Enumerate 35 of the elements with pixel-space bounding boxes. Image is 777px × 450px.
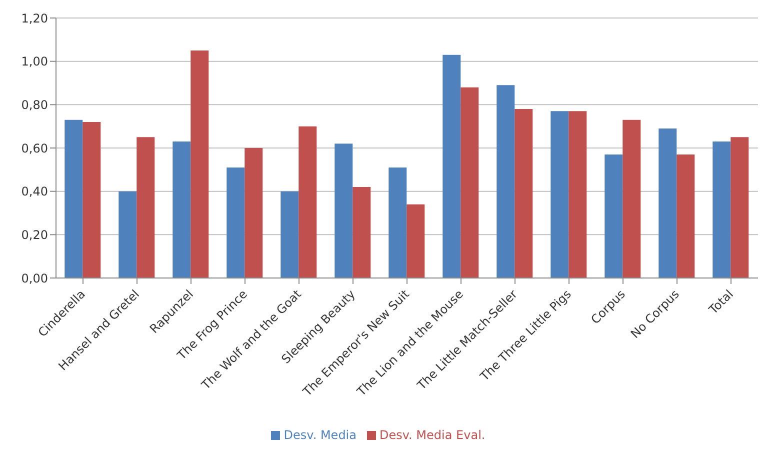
bar xyxy=(658,128,677,278)
bar xyxy=(280,191,299,278)
bar xyxy=(514,109,533,278)
y-tick-label: 0,00 xyxy=(21,271,48,286)
bar xyxy=(550,111,569,278)
y-tick-label: 0,80 xyxy=(21,98,48,112)
bar xyxy=(172,142,191,278)
bar xyxy=(190,50,209,278)
bar xyxy=(622,120,641,278)
bar xyxy=(730,137,749,278)
bar xyxy=(676,154,695,278)
bar xyxy=(64,120,83,278)
bar xyxy=(604,154,623,278)
legend-label: Desv. Media Eval. xyxy=(380,428,486,442)
bar xyxy=(442,54,461,278)
bar xyxy=(460,87,479,278)
y-tick-label: 1,20 xyxy=(21,11,48,26)
bar xyxy=(82,122,101,278)
y-tick-label: 1,00 xyxy=(21,54,48,69)
bar xyxy=(568,111,587,278)
y-tick-label: 0,60 xyxy=(21,141,48,156)
bar xyxy=(244,148,263,278)
bar xyxy=(226,168,245,278)
bar xyxy=(712,142,731,278)
y-tick-label: 0,20 xyxy=(21,228,48,242)
bar xyxy=(406,204,425,278)
bar xyxy=(298,126,317,278)
y-tick-label: 0,40 xyxy=(21,184,48,199)
bar xyxy=(118,191,137,278)
bar xyxy=(352,187,371,278)
bar xyxy=(334,144,353,278)
bar xyxy=(388,168,407,278)
bar xyxy=(496,85,515,278)
legend-label: Desv. Media xyxy=(284,428,356,442)
bar xyxy=(136,137,155,278)
